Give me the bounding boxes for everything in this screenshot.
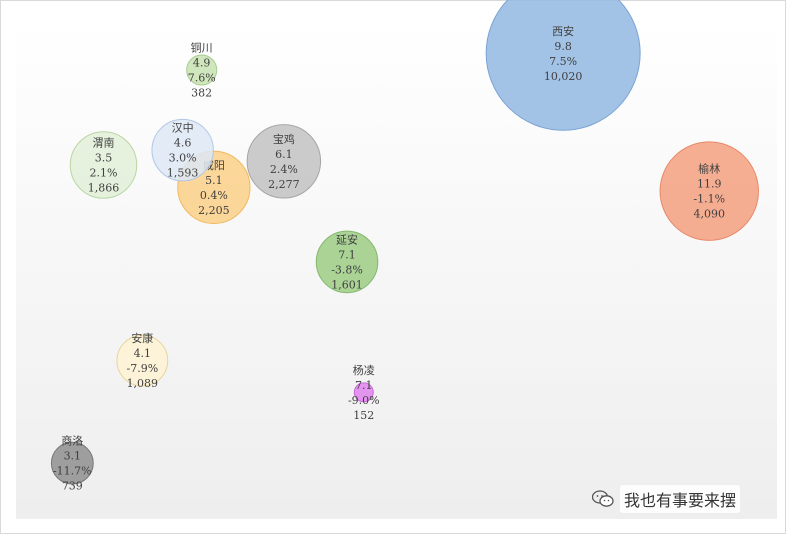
bubble-mark — [315, 230, 379, 294]
bubble-growth-label: 7.5% — [549, 55, 577, 68]
bubble-value-label: 4.1 — [134, 347, 152, 360]
bubble-mark — [659, 141, 759, 241]
bubble-growth-label: -11.7% — [53, 465, 92, 478]
bubble-size-label: 2,205 — [198, 204, 230, 217]
bubble-name-label: 榆林 — [698, 162, 720, 176]
bubble-mark — [50, 441, 94, 485]
bubble-growth-label: -7.9% — [126, 362, 158, 375]
bubble-value-label: 7.1 — [355, 379, 373, 392]
bubble-mark — [485, 0, 641, 131]
bubble-size-label: 4,090 — [694, 208, 726, 221]
bubble-name-label: 安康 — [131, 331, 153, 345]
bubble-size-label: 152 — [353, 409, 374, 422]
bubble-value-label: 9.8 — [554, 40, 572, 53]
bubble-growth-label: 3.0% — [169, 152, 197, 165]
bubble-size-label: 1,593 — [167, 167, 199, 180]
bubble-size-label: 10,020 — [544, 70, 583, 83]
bubble-size-label: 382 — [191, 87, 212, 100]
bubble-宝鸡: 宝鸡 6.1 2.4% 2,277 — [246, 124, 322, 199]
bubble-mark — [186, 54, 218, 86]
bubble-series: 西安 9.8 7.5% 10,020 榆林 11.9 -1.1% 4,090 宝鸡 6.1 2.4%… — [50, 0, 759, 493]
bubble-name-label: 宝鸡 — [273, 132, 295, 146]
bubble-mark — [116, 334, 169, 387]
bubble-铜川: 铜川 4.9 7.6% 382 — [186, 41, 218, 100]
bubble-name-label: 铜川 — [191, 41, 213, 55]
bubble-安康: 安康 4.1 -7.9% 1,089 — [116, 331, 169, 390]
bubble-name-label: 西安 — [552, 24, 574, 38]
plot-area — [16, 16, 777, 519]
bubble-name-label: 渭南 — [93, 137, 115, 150]
bubble-西安: 西安 9.8 7.5% 10,020 — [485, 0, 641, 131]
bubble-growth-label: 2.4% — [270, 163, 298, 176]
bubble-growth-label: -3.8% — [331, 263, 363, 276]
bubble-growth-label: 0.4% — [200, 189, 228, 202]
bubble-value-label: 3.1 — [64, 450, 82, 463]
bubble-mark — [246, 124, 322, 199]
bubble-mark — [353, 382, 374, 403]
bubble-value-label: 4.9 — [193, 57, 211, 70]
bubble-size-label: 1,866 — [88, 182, 120, 195]
bubble-渭南: 渭南 3.5 2.1% 1,866 — [69, 131, 138, 199]
bubble-growth-label: -9.0% — [348, 394, 380, 407]
bubble-value-label: 7.1 — [338, 248, 356, 261]
bubble-size-label: 1,601 — [331, 278, 363, 291]
bubble-name-label: 商洛 — [61, 434, 83, 448]
watermark-text: 我也有事要来摆 — [620, 485, 741, 513]
bubble-value-label: 6.1 — [275, 148, 293, 161]
bubble-growth-label: 7.6% — [188, 72, 216, 85]
wechat-icon — [591, 490, 614, 508]
bubble-growth-label: -1.1% — [693, 193, 725, 206]
bubble-商洛: 商洛 3.1 -11.7% 739 — [50, 434, 94, 493]
bubble-name-label: 汉中 — [172, 122, 194, 135]
bubble-value-label: 4.6 — [174, 137, 192, 150]
bubble-value-label: 5.1 — [205, 174, 223, 187]
bubble-size-label: 1,089 — [127, 377, 159, 390]
bubble-汉中: 汉中 4.6 3.0% 1,593 — [151, 118, 214, 182]
bubble-杨凌: 杨凌 7.1 -9.0% 152 — [348, 363, 380, 422]
bubble-growth-label: 2.1% — [90, 167, 118, 180]
bubble-size-label: 739 — [62, 480, 83, 493]
watermark: 我也有事要来摆 — [591, 484, 741, 514]
bubble-mark — [69, 131, 138, 199]
bubble-榆林: 榆林 11.9 -1.1% 4,090 — [659, 141, 759, 241]
bubble-size-label: 2,277 — [268, 178, 300, 191]
bubble-value-label: 11.9 — [697, 178, 722, 191]
bubble-name-label: 延安 — [336, 232, 358, 246]
bubble-延安: 延安 7.1 -3.8% 1,601 — [315, 230, 379, 294]
bubble-value-label: 3.5 — [95, 152, 113, 165]
bubble-mark — [151, 118, 214, 182]
bubble-name-label: 杨凌 — [353, 363, 375, 377]
